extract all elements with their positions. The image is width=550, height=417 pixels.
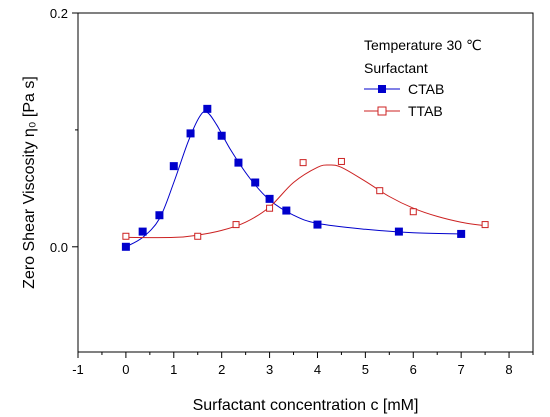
x-tick-label: 0 [122, 362, 129, 377]
ctab-data-point [121, 242, 130, 251]
ctab-data-point [217, 131, 226, 140]
legend-marker-ttab [377, 106, 387, 116]
ctab-data-point [282, 206, 291, 215]
x-axis-title: Surfactant concentration c [mM] [193, 397, 419, 414]
x-tick-label: -1 [72, 362, 84, 377]
y-tick-label: 0.2 [50, 6, 68, 21]
ctab-data-point [251, 178, 260, 187]
x-tick-label: 3 [266, 362, 273, 377]
legend-header-temperature: Temperature 30 ℃ [364, 37, 482, 53]
series-ctab [121, 104, 466, 251]
ttab-data-point [376, 187, 384, 195]
ttab-data-point [299, 159, 307, 167]
x-tick-label: 6 [410, 362, 417, 377]
ttab-fit-line [125, 164, 486, 239]
legend-label-ttab: TTAB [408, 103, 443, 119]
legend-item-ttab: TTAB [364, 103, 443, 119]
x-tick-label: 8 [505, 362, 512, 377]
plot-area-border [77, 12, 534, 353]
legend-header-surfactant: Surfactant [364, 60, 428, 76]
ctab-data-point [169, 162, 178, 171]
series-ttab [122, 157, 489, 240]
y-tick-label: 0.0 [50, 240, 68, 255]
series-layer [121, 104, 489, 251]
plot-frame [77, 12, 534, 353]
ctab-data-point [265, 194, 274, 203]
x-tick-label: 5 [362, 362, 369, 377]
ctab-data-point [186, 129, 195, 138]
legend: Temperature 30 ℃ Surfactant CTAB TTAB [364, 37, 482, 119]
legend-label-ctab: CTAB [408, 81, 444, 97]
x-tick-label: 1 [170, 362, 177, 377]
x-tick-label: 7 [458, 362, 465, 377]
ttab-data-point [232, 221, 240, 229]
ttab-data-point [266, 204, 274, 212]
ttab-data-point [194, 232, 202, 240]
ttab-data-point [481, 221, 489, 229]
y-axis-title: Zero Shear Viscosity η₀ [Pa s] [21, 76, 38, 289]
ctab-data-point [313, 220, 322, 229]
ttab-data-point [409, 208, 417, 216]
ctab-data-point [234, 158, 243, 167]
x-tick-label: 2 [218, 362, 225, 377]
ctab-data-point [155, 211, 164, 220]
ctab-data-point [138, 227, 147, 236]
legend-item-ctab: CTAB [364, 81, 444, 97]
ctab-data-point [203, 104, 212, 113]
y-axis: 0.0 0.2 [50, 6, 78, 255]
ctab-data-point [394, 227, 403, 236]
ttab-data-point [122, 232, 130, 240]
legend-marker-ctab [378, 85, 386, 93]
x-tick-label: 4 [314, 362, 321, 377]
ctab-data-point [457, 229, 466, 238]
ctab-fit-line [125, 111, 462, 248]
ttab-data-point [337, 157, 345, 165]
x-axis: -1 0 1 2 3 4 5 6 7 8 [72, 352, 534, 377]
